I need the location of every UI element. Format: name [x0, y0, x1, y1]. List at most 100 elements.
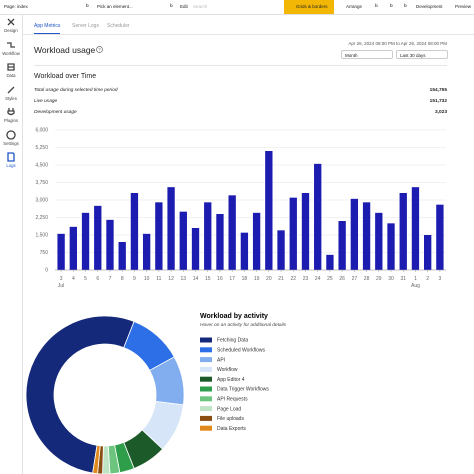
sidebar-label: Data: [6, 73, 16, 78]
x-tick-label: 14: [193, 276, 199, 282]
arrange-menu[interactable]: Arrange: [346, 4, 363, 9]
row-value: 154,755: [429, 88, 447, 93]
legend-label: Scheduled Workflows: [217, 348, 265, 354]
sidebar-label: Logs: [6, 163, 16, 168]
tab[interactable]: Server Logs: [72, 23, 99, 29]
legend-swatch: [200, 366, 212, 372]
bar: [191, 228, 200, 270]
sidebar-icon: [6, 129, 16, 140]
x-sublabel: Jul: [58, 283, 64, 289]
edit-menu[interactable]: Edit: [180, 4, 188, 9]
environment-selector[interactable]: Development: [416, 4, 443, 9]
period-select[interactable]: Last 30 days: [396, 50, 448, 59]
bar: [301, 193, 310, 270]
bar: [204, 202, 212, 270]
legend-label: Data Trigger Workflows: [217, 387, 269, 393]
x-tick-label: 12: [168, 276, 174, 282]
x-tick-label: 1: [414, 276, 417, 282]
sidebar-icon: [7, 18, 15, 26]
bar: [277, 230, 285, 270]
sidebar-icon: [7, 108, 15, 116]
sidebar-item[interactable]: Design: [0, 17, 22, 33]
summary-row: Total usage during selected time period 1…: [34, 88, 447, 93]
bar: [436, 204, 444, 270]
divider: [34, 65, 447, 66]
x-tick-label: 13: [181, 276, 187, 282]
x-tick-label: 9: [133, 276, 136, 282]
sidebar-label: Styles: [5, 95, 17, 101]
page-selector[interactable]: Page: index: [4, 4, 28, 9]
bar: [240, 232, 249, 270]
bar: [81, 212, 90, 270]
sidebar-label: Design: [4, 28, 18, 33]
x-tick-label: 24: [315, 276, 321, 282]
legend-label: App Editor 4: [217, 377, 245, 383]
x-tick-label: 11: [156, 276, 161, 282]
legend-swatch: [200, 337, 212, 343]
legend-swatch: [200, 415, 212, 421]
y-tick-label: 2,250: [35, 215, 48, 221]
bar: [424, 235, 432, 270]
legend-label: Data Exports: [217, 426, 246, 432]
x-tick-label: 3: [60, 276, 63, 282]
row-value: 3,023: [434, 110, 447, 115]
logo: b: [404, 3, 407, 8]
sidebar-icon: [7, 63, 15, 71]
element-picker[interactable]: Pick an element...: [97, 4, 133, 9]
select-text: Month: [345, 53, 358, 58]
bar: [387, 223, 395, 270]
bar: [399, 193, 407, 270]
sidebar-item[interactable]: Styles: [0, 85, 22, 101]
sidebar-label: Settings: [3, 140, 19, 146]
x-tick-label: 20: [266, 276, 272, 282]
interval-select[interactable]: Month: [341, 50, 393, 59]
sidebar-item[interactable]: Data: [0, 62, 22, 78]
grids-button[interactable]: Grids & borders: [284, 0, 334, 14]
x-tick-label: 27: [352, 276, 358, 282]
page-title: Workload usage: [34, 45, 96, 55]
tab[interactable]: Scheduler: [107, 23, 130, 29]
sidebar-item[interactable]: Plugins: [0, 107, 22, 123]
x-tick-label: 16: [217, 276, 223, 282]
tab[interactable]: App Metrics: [34, 23, 61, 34]
logo: b: [170, 3, 173, 8]
legend-label: Fetching Data: [217, 338, 248, 344]
select-text: Last 30 days: [400, 53, 426, 58]
x-sublabel: Aug: [411, 283, 420, 289]
x-tick-label: 17: [229, 276, 235, 282]
legend-label: Workflow: [217, 367, 238, 373]
x-tick-label: 25: [327, 276, 333, 282]
summary-row: Development usage 3,023: [34, 110, 447, 115]
pie-title: Workload by activity: [200, 313, 268, 320]
bar: [375, 212, 383, 270]
section-title: Workload over Time: [34, 73, 97, 80]
bar: [350, 198, 359, 270]
y-tick-label: 3,750: [35, 180, 48, 186]
bar: [179, 211, 187, 270]
bar: [94, 205, 102, 270]
logo: b: [390, 3, 393, 8]
x-tick-label: 28: [364, 276, 370, 282]
bar: [265, 151, 273, 270]
x-tick-label: 15: [205, 276, 211, 282]
bar: [57, 233, 65, 270]
bar: [338, 221, 346, 270]
sidebar-item[interactable]: Workflow: [0, 40, 22, 56]
preview-button[interactable]: Preview: [455, 4, 472, 9]
pie-slice: [25, 315, 135, 474]
sidebar-item[interactable]: Settings: [0, 129, 22, 146]
search-box[interactable]: Search: [193, 4, 208, 9]
svg-text:?: ?: [98, 47, 101, 52]
sidebar-icon: [7, 86, 15, 93]
bar: [155, 202, 163, 270]
legend-swatch: [200, 396, 212, 402]
bar: [362, 202, 371, 270]
sidebar-item[interactable]: Logs: [0, 152, 22, 168]
bar: [69, 226, 77, 270]
pie-slice: [92, 444, 101, 474]
y-tick-label: 0: [45, 268, 48, 274]
help-icon[interactable]: ?: [96, 46, 103, 53]
row-label: Development usage: [34, 110, 77, 115]
sidebar-icon: [7, 152, 15, 162]
row-label: Total usage during selected time period: [34, 88, 118, 93]
